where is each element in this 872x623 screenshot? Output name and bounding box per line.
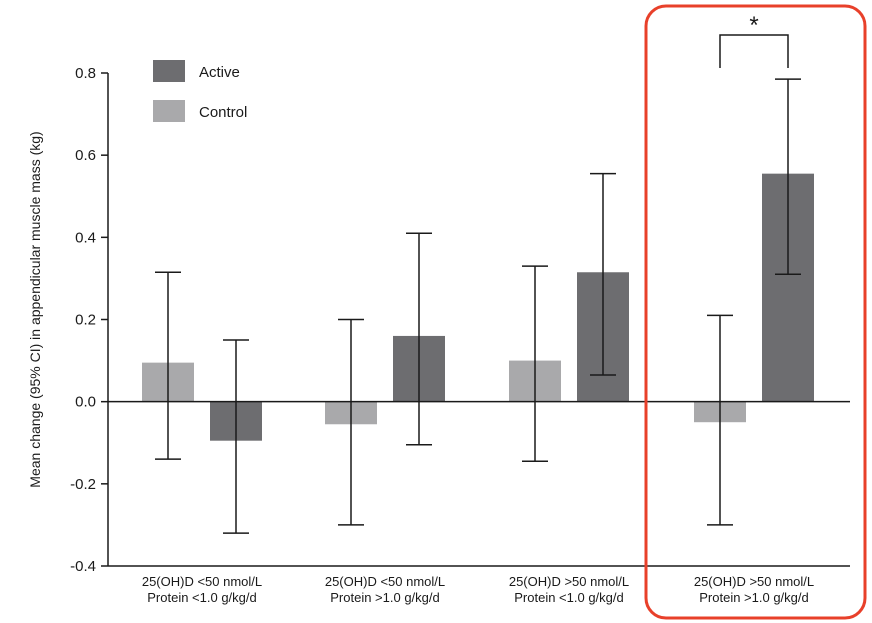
error-bar-active	[223, 339, 249, 534]
bars	[142, 173, 814, 441]
annotations: *	[644, 4, 867, 620]
y-tick-label: 0.0	[75, 394, 96, 411]
legend: Active Control	[153, 60, 247, 122]
x-category-label-line2: Protein >1.0 g/kg/d	[330, 590, 440, 605]
x-category-label-line2: Protein <1.0 g/kg/d	[147, 590, 257, 605]
y-axis: 0.8 0.6 0.4 0.2 0.0 -0.2 -0.4	[70, 65, 109, 575]
y-tick-label: 0.2	[75, 312, 96, 329]
y-tick-label: 0.4	[75, 229, 96, 246]
y-tick-label: -0.2	[70, 476, 96, 493]
y-axis-label: Mean change (95% CI) in appendicular mus…	[27, 131, 43, 487]
x-category-label-line1: 25(OH)D <50 nmol/L	[325, 574, 445, 589]
error-bar-control	[155, 271, 181, 460]
significance-star: *	[749, 12, 758, 39]
legend-swatch-control	[153, 100, 185, 122]
error-bar-active	[406, 232, 432, 446]
x-category-label-line1: 25(OH)D <50 nmol/L	[142, 574, 262, 589]
x-category-label-line2: Protein <1.0 g/kg/d	[514, 590, 624, 605]
highlight-box	[644, 4, 867, 620]
error-bar-control	[522, 265, 548, 462]
error-bar-control	[338, 318, 364, 526]
y-tick-label: -0.4	[70, 558, 96, 575]
legend-label-control: Control	[199, 104, 247, 121]
error-bar-active	[590, 172, 616, 376]
y-tick-label: 0.6	[75, 147, 96, 164]
x-category-label-line2: Protein >1.0 g/kg/d	[699, 590, 809, 605]
x-category-label-line1: 25(OH)D >50 nmol/L	[694, 574, 814, 589]
y-tick-label: 0.8	[75, 65, 96, 82]
legend-swatch-active	[153, 60, 185, 82]
error-bar-control	[707, 314, 733, 526]
x-category-label-line1: 25(OH)D >50 nmol/L	[509, 574, 629, 589]
legend-label-active: Active	[199, 64, 240, 81]
error-bar-active	[775, 78, 801, 276]
significance-bracket	[719, 34, 789, 68]
error-bars	[155, 78, 801, 534]
